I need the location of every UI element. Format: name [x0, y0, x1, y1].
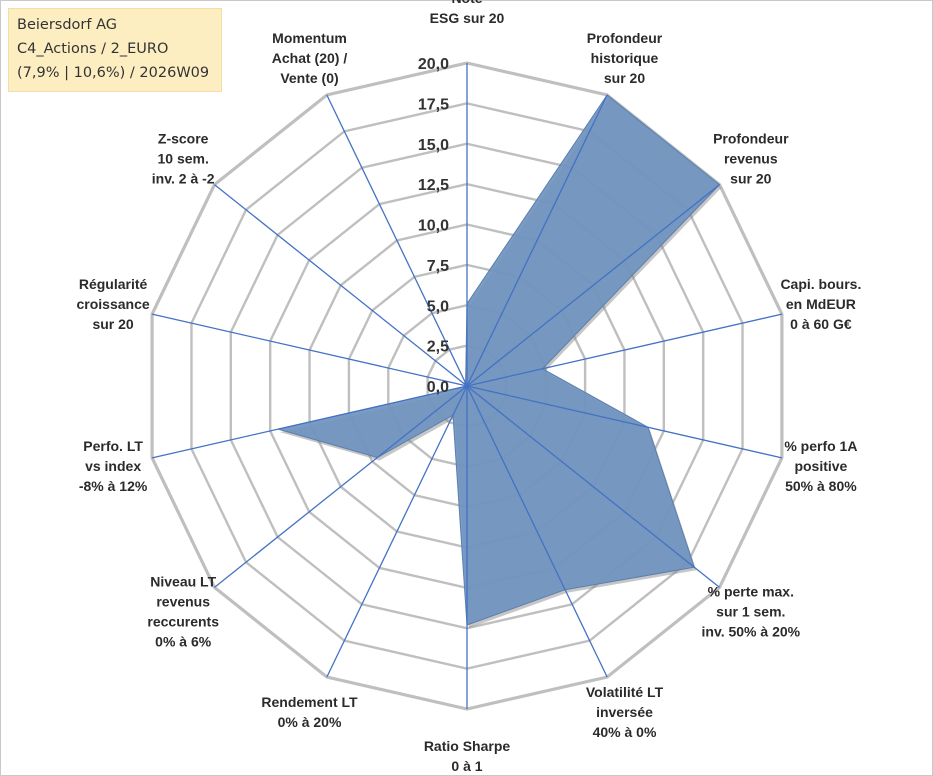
axis-label-line: 10 sem. — [158, 151, 209, 167]
axis-label-line: Profondeur — [713, 131, 789, 147]
axis-label-line: 0 à 60 G€ — [790, 316, 852, 332]
axis-label-line: ESG sur 20 — [430, 10, 505, 26]
axis-label-group-7: Volatilité LT inversée 40% à 0% — [586, 684, 664, 740]
axis-label-group-5: % perfo 1A positive 50% à 80% — [784, 438, 857, 494]
axis-label-line: positive — [794, 458, 847, 474]
r-tick-label: 5,0 — [427, 298, 449, 315]
axis-label-line: reccurents — [147, 613, 219, 629]
axis-label-line: Z-score — [158, 131, 209, 147]
axis-label-group-6: % perte max. sur 1 sem. inv. 50% à 20% — [702, 583, 801, 639]
axis-label-line: sur 1 sem. — [716, 603, 785, 619]
axis-label-group-3: Profondeur revenus sur 20 — [713, 131, 789, 187]
axis-label-group-12: Régularité croissance sur 20 — [77, 276, 150, 332]
axis-label-line: inversée — [596, 704, 653, 720]
axis-label-line: Profondeur — [587, 30, 663, 46]
axis-label-group-8: Ratio Sharpe 0 à 1 — [424, 738, 511, 774]
spoke-14 — [326, 94, 468, 387]
title-line-1: Beiersdorf AG — [17, 17, 117, 33]
spoke-4 — [466, 313, 783, 387]
r-tick-label: 0,0 — [427, 379, 449, 396]
axis-label-group-13: Z-score 10 sem. inv. 2 à -2 — [152, 131, 215, 187]
r-tick-label: 17,5 — [418, 96, 449, 113]
spoke-12 — [151, 313, 468, 387]
axis-label-line: 50% à 80% — [785, 478, 857, 494]
axis-label-line: 0% à 6% — [155, 633, 212, 649]
spoke-5 — [466, 385, 783, 459]
axis-label-line: Momentum — [272, 30, 347, 46]
axis-label-group-9: Rendement LT 0% à 20% — [261, 694, 358, 730]
axis-label-line: Niveau LT — [150, 573, 216, 589]
axis-label-line: revenus — [724, 151, 778, 167]
axis-label-line: Capi. bours. — [780, 276, 861, 292]
spoke-layer — [151, 63, 783, 709]
axis-label-line: sur 20 — [92, 316, 133, 332]
spoke-3 — [466, 184, 720, 387]
spoke-10 — [214, 385, 468, 588]
spoke-6 — [466, 385, 720, 588]
axis-label-group-11: Perfo. LT vs index -8% à 12% — [79, 438, 148, 494]
axis-label-line: 40% à 0% — [593, 724, 657, 740]
axis-label-line: Note — [451, 0, 482, 6]
axis-label-line: historique — [591, 50, 659, 66]
r-tick-label: 20,0 — [418, 56, 449, 73]
axis-label-line: inv. 50% à 20% — [702, 623, 801, 639]
spoke-9 — [326, 385, 468, 678]
spoke-13 — [214, 184, 468, 387]
tick-label-layer: 0,0 2,5 5,0 7,5 10,0 12,5 15,0 17,5 20,0 — [418, 56, 449, 396]
axis-label-group-4: Capi. bours. en MdEUR 0 à 60 G€ — [780, 276, 861, 332]
r-tick-label: 2,5 — [427, 339, 449, 356]
axis-label-line: -8% à 12% — [79, 478, 148, 494]
title-line-2: C4_Actions / 2_EURO — [17, 41, 169, 57]
spoke-7 — [466, 385, 608, 678]
axis-label-group-2: Profondeur historique sur 20 — [587, 30, 663, 86]
r-tick-label: 10,0 — [418, 218, 449, 235]
axis-label-line: Achat (20) / — [272, 50, 348, 66]
chart-title-box: Beiersdorf AG C4_Actions / 2_EURO (7,9% … — [8, 8, 222, 92]
axis-label-line: sur 20 — [604, 70, 645, 86]
axis-label-group-14: Momentum Achat (20) / Vente (0) — [272, 30, 348, 86]
axis-label-line: % perte max. — [708, 583, 794, 599]
series-layer — [277, 94, 722, 629]
axis-label-line: Vente (0) — [280, 70, 338, 86]
spoke-2 — [466, 94, 608, 387]
axis-label-line: revenus — [156, 593, 210, 609]
axis-label-line: croissance — [77, 296, 150, 312]
axis-label-group-10: Niveau LT revenus reccurents 0% à 6% — [147, 573, 219, 649]
axis-label-line: en MdEUR — [786, 296, 856, 312]
axis-label-line: Volatilité LT — [586, 684, 664, 700]
axis-label-line: 0% à 20% — [278, 714, 342, 730]
axis-label-line: Régularité — [79, 276, 148, 292]
spoke-11 — [151, 385, 468, 459]
axis-label-line: Ratio Sharpe — [424, 738, 511, 754]
axis-label-line: Rendement LT — [261, 694, 358, 710]
axis-label-line: inv. 2 à -2 — [152, 171, 215, 187]
r-tick-label: 12,5 — [418, 177, 449, 194]
axis-label-line: % perfo 1A — [784, 438, 857, 454]
axis-label-line: Perfo. LT — [83, 438, 143, 454]
r-tick-label: 7,5 — [427, 258, 449, 275]
axis-label-line: sur 20 — [730, 171, 771, 187]
axis-label-group-1: Note ESG sur 20 — [430, 0, 505, 26]
r-tick-label: 15,0 — [418, 137, 449, 154]
axis-label-line: 0 à 1 — [451, 758, 482, 774]
axis-label-line: vs index — [85, 458, 141, 474]
title-line-3: (7,9% | 10,6%) / 2026W09 — [17, 65, 210, 81]
axis-label-layer: Note ESG sur 20 Profondeur historique sur 20… — [77, 0, 862, 774]
